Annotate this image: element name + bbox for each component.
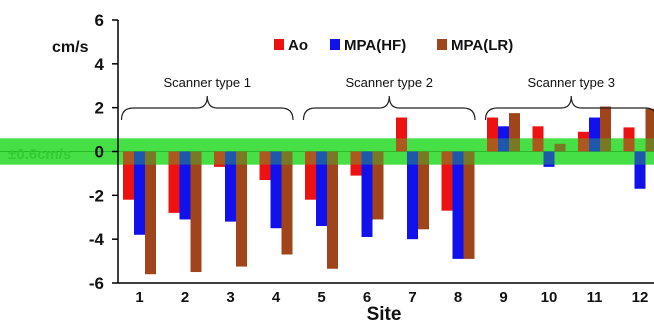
x-tick-label: 3 (226, 289, 234, 306)
y-tick-label: -6 (89, 274, 104, 293)
bar-mpa-hf--site-1 (134, 151, 145, 235)
x-tick-label: 12 (632, 289, 649, 306)
bar-mpa-hf--site-3 (225, 151, 236, 222)
y-tick-label: 6 (95, 11, 104, 30)
bar-mpa-lr--site-11 (600, 106, 611, 152)
y-tick-label: -2 (89, 186, 104, 205)
group-brace (120, 95, 294, 121)
scanner-groups: Scanner type 1 Scanner type 2 Scanner type… (120, 75, 654, 121)
y-tick-label: 4 (95, 55, 105, 74)
bar-mpa-hf--site-10 (543, 151, 555, 167)
tolerance-band-overlay (0, 138, 654, 165)
x-tick-label: 2 (181, 289, 189, 306)
bar-mpa-lr--site-9 (509, 113, 520, 152)
band-label: ±0.6cm/s (8, 146, 71, 163)
y-tick-label: -4 (89, 230, 105, 249)
bar-mpa-hf--site-11 (589, 117, 600, 152)
group-brace (302, 95, 476, 121)
bar-mpa-hf--site-12 (634, 151, 646, 189)
bar-mpa-lr--site-10 (554, 143, 566, 152)
x-tick-label: 1 (135, 289, 143, 306)
bar-ao-site-3 (214, 151, 225, 167)
bar-mpa-lr--site-8 (463, 151, 475, 259)
x-tick-label: 4 (272, 289, 281, 306)
bar-mpa-hf--site-5 (316, 151, 327, 227)
bar-ao-site-9 (487, 117, 498, 152)
bar-ao-site-12 (623, 127, 635, 152)
legend-swatch (437, 39, 447, 50)
bar-mpa-lr--site-5 (327, 151, 338, 269)
bar-mpa-lr--site-2 (190, 151, 202, 273)
bars (0, 106, 654, 275)
legend-label: MPA(HF) (344, 37, 406, 54)
group-label: Scanner type 2 (346, 75, 433, 90)
x-tick-label: 8 (454, 289, 462, 306)
bar-mpa-lr--site-12 (645, 108, 654, 152)
group-label: Scanner type 1 (164, 75, 251, 90)
bar-mpa-hf--site-7 (407, 151, 418, 240)
bar-ao-site-10 (532, 126, 544, 152)
x-tick-label: 10 (541, 289, 558, 306)
x-axis-label: Site (367, 304, 402, 325)
bar-mpa-hf--site-9 (498, 126, 509, 152)
group-brace (484, 95, 654, 121)
bar-ao-site-8 (441, 151, 453, 211)
bar-mpa-lr--site-4 (281, 151, 293, 255)
bar-ao-site-2 (168, 151, 180, 213)
x-tick-label: 5 (317, 289, 325, 306)
legend-swatch (330, 39, 340, 50)
bar-mpa-lr--site-6 (372, 151, 384, 220)
legend-label: MPA(LR) (451, 37, 513, 54)
bar-ao-site-4 (259, 151, 271, 180)
bar-ao-site-1 (123, 151, 134, 200)
y-tick-label: 0 (95, 143, 104, 162)
x-tick-label: 11 (587, 289, 603, 306)
x-tick-label: 6 (363, 289, 371, 306)
bar-ao-site-7 (396, 117, 407, 152)
bar-ao-site-5 (305, 151, 316, 200)
group-label: Scanner type 3 (528, 75, 615, 90)
bar-mpa-hf--site-8 (452, 151, 464, 259)
bar-mpa-hf--site-4 (270, 151, 282, 229)
bar-ao-site-11 (578, 131, 589, 152)
legend-swatch (274, 39, 284, 50)
bar-mpa-hf--site-6 (361, 151, 373, 237)
bar-ao-site-6 (350, 151, 362, 176)
bar-mpa-lr--site-1 (145, 151, 156, 275)
y-unit-label: cm/s (52, 39, 89, 56)
bar-mpa-lr--site-3 (236, 151, 247, 267)
bar-mpa-hf--site-2 (179, 151, 191, 220)
x-tick-label: 9 (499, 289, 507, 306)
bar-mpa-lr--site-7 (418, 151, 429, 230)
y-tick-label: 2 (95, 99, 104, 118)
x-tick-label: 7 (408, 289, 416, 306)
legend-label: Ao (288, 37, 308, 54)
legend: Ao MPA(HF) MPA(LR) (274, 37, 513, 54)
